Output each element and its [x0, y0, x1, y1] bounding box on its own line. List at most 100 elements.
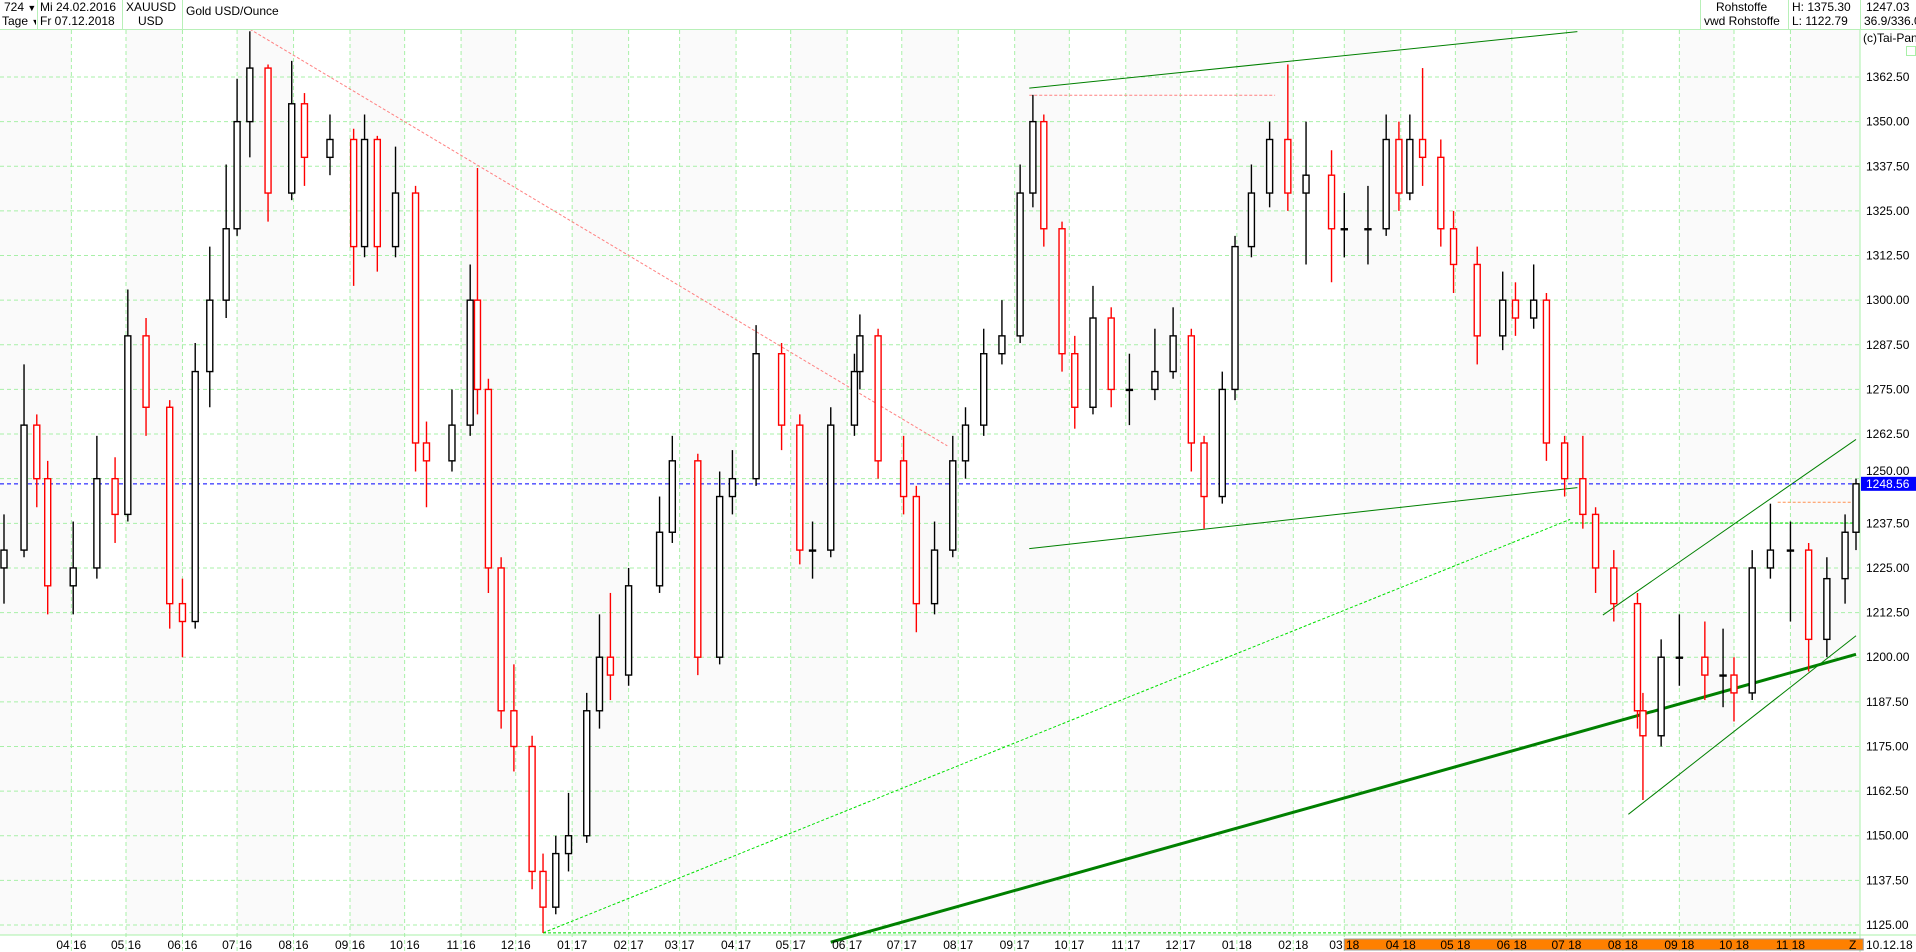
month-band [404, 30, 462, 935]
time-tick-label: 11 17 [1111, 938, 1140, 952]
candle-body [124, 335, 132, 516]
candle-body [1766, 549, 1775, 569]
month-band [182, 30, 238, 935]
candle-body [1701, 656, 1709, 676]
candle-body [1016, 192, 1024, 337]
candle-body [1265, 138, 1274, 194]
collapse-button[interactable] [1906, 46, 1916, 56]
candle-body [1730, 674, 1738, 694]
candle-body [178, 602, 187, 623]
time-tick-label: 10 17 [1054, 938, 1084, 952]
price-tick-label: 1187.50 [1866, 695, 1909, 709]
candle-body [1511, 299, 1520, 319]
candle-body [93, 477, 101, 569]
candle-body [1633, 602, 1642, 712]
candle-body [1529, 299, 1538, 319]
start-date[interactable]: Mi 24.02.2016 [40, 0, 117, 14]
time-tick-label: 05 17 [776, 938, 806, 952]
candle-body [1302, 174, 1310, 194]
candle-body [1200, 442, 1208, 498]
candle-body [1437, 156, 1445, 230]
copyright: (c)Tai-Pan [1863, 31, 1916, 45]
candle-body [288, 103, 296, 194]
trendline[interactable] [1029, 31, 1578, 89]
candle-body [1187, 335, 1196, 444]
candle-body [655, 531, 664, 587]
time-tick-label: 03 18 [1329, 938, 1359, 952]
candle-body [1218, 388, 1226, 498]
candle-body [1591, 513, 1600, 569]
instrument-name: Gold USD/Ounce [186, 4, 279, 18]
trendline[interactable] [249, 28, 948, 447]
candle-body [583, 710, 591, 837]
time-tick-label: 08 18 [1608, 938, 1638, 952]
end-date[interactable]: Fr 07.12.2018 [40, 14, 115, 28]
month-band [736, 30, 791, 935]
time-tick-label: 02 17 [614, 938, 644, 952]
month-band [515, 30, 573, 935]
time-tick-label: 04 16 [56, 938, 86, 952]
price-tick-label: 1175.00 [1866, 739, 1909, 753]
candle-body [497, 567, 505, 712]
candle-body [606, 656, 615, 676]
candle-body [1406, 138, 1414, 194]
last-price-badge [1861, 476, 1916, 491]
price-tick-label: 1350.00 [1866, 115, 1910, 129]
candle-body [111, 477, 119, 516]
time-tick-label: 08 17 [943, 938, 973, 952]
candle-body [1040, 120, 1048, 230]
candle-body [391, 192, 400, 248]
candle-body [349, 138, 358, 248]
period-select[interactable]: Tage ▼ [2, 14, 36, 28]
candle-body [222, 228, 230, 301]
candle-body [422, 442, 431, 462]
candle-body [552, 852, 560, 908]
last-price-label: 1248.56 [1866, 477, 1910, 491]
time-tick-label: 05 18 [1440, 938, 1470, 952]
candle-body [69, 567, 77, 587]
bar-count-select[interactable]: 724 ▼ [4, 0, 36, 14]
month-bands [0, 30, 1860, 935]
candle-body [668, 460, 677, 533]
price-tick-label: 1212.50 [1866, 606, 1910, 620]
candle-body [1284, 138, 1292, 194]
currency: USD [138, 14, 164, 28]
month-band [1511, 30, 1567, 935]
trendline[interactable] [1628, 635, 1857, 815]
trendline[interactable] [830, 652, 1857, 944]
candle-body [246, 67, 254, 123]
price-axis: 1125.00 1137.50 1150.00 1162.50 1175.00 1187.… [1861, 70, 1916, 932]
time-tick-label: 10 18 [1719, 938, 1749, 952]
chevron-down-icon: ▼ [27, 3, 36, 13]
candle-body [1610, 567, 1618, 605]
candle-body [1657, 656, 1665, 737]
ratio-value: 36.9/336.0 [1864, 14, 1916, 28]
candle-body [1327, 174, 1336, 230]
time-tick-label: 09 18 [1664, 938, 1694, 952]
last-value: 1247.03 [1866, 0, 1910, 14]
candle-body [484, 388, 493, 569]
trendline[interactable] [1029, 487, 1578, 550]
time-tick-label: 09 17 [1000, 938, 1030, 952]
candle-body [1151, 370, 1159, 391]
candle-body [1449, 228, 1458, 266]
trendline[interactable] [1602, 438, 1857, 616]
candle-body [142, 335, 150, 408]
candle-body [233, 120, 241, 230]
candle-body [206, 299, 214, 373]
month-band [1733, 30, 1791, 935]
candle-body [166, 406, 174, 605]
candle-body [300, 103, 309, 159]
time-tick-label: 06 17 [832, 938, 862, 952]
month-band [1293, 30, 1345, 935]
price-tick-label: 1312.50 [1866, 249, 1910, 263]
trendline[interactable] [542, 518, 1571, 934]
time-tick-label: 06 18 [1497, 938, 1527, 952]
price-tick-label: 1125.00 [1866, 918, 1909, 932]
time-tick-label: 03 17 [665, 938, 695, 952]
price-tick-label: 1337.50 [1866, 159, 1910, 173]
candle-body [796, 424, 804, 551]
candle-body [930, 549, 939, 605]
candle-body [1499, 299, 1507, 337]
